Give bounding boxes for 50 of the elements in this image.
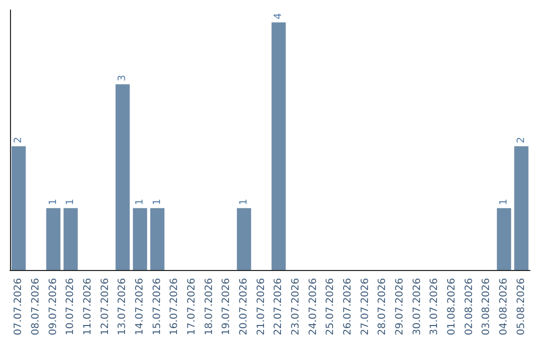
- data-label: 3: [117, 74, 128, 82]
- x-tick-label: 13.07.2026: [117, 278, 128, 336]
- bar: [132, 208, 148, 270]
- x-tick-label: 03.08.2026: [481, 278, 492, 336]
- x-tick-label: 24.07.2026: [308, 278, 319, 336]
- x-tick-label: 15.07.2026: [152, 278, 163, 336]
- data-label: 1: [498, 198, 510, 206]
- bar: [496, 208, 512, 270]
- bar: [116, 84, 130, 270]
- bar: [514, 146, 528, 270]
- data-label: 1: [152, 198, 163, 206]
- x-tick-label: 04.08.2026: [498, 278, 510, 336]
- data-label: 1: [134, 198, 146, 206]
- x-tick-label: 16.07.2026: [169, 278, 180, 336]
- x-tick-label: 25.07.2026: [325, 278, 336, 336]
- x-tick-label: 21.07.2026: [256, 278, 267, 336]
- x-tick-label: 26.07.2026: [342, 278, 354, 336]
- x-tick-label: 22.07.2026: [273, 278, 284, 336]
- x-tick-label: 01.08.2026: [446, 278, 458, 336]
- bar: [272, 22, 286, 270]
- x-tick-label: 17.07.2026: [186, 278, 198, 336]
- x-tick-label: 27.07.2026: [360, 278, 371, 336]
- x-tick-label: 23.07.2026: [290, 278, 302, 336]
- bar: [64, 208, 78, 270]
- x-tick-label: 14.07.2026: [134, 278, 146, 336]
- x-tick-label: 07.07.2026: [13, 278, 24, 336]
- data-label: 2: [13, 136, 24, 144]
- x-tick-label: 10.07.2026: [65, 278, 76, 336]
- x-tick-label: 02.08.2026: [464, 278, 475, 336]
- x-tick-label: 18.07.2026: [204, 278, 215, 336]
- x-tick-label: 30.07.2026: [412, 278, 423, 336]
- x-tick-label: 29.07.2026: [394, 278, 406, 336]
- bar: [236, 208, 252, 270]
- x-tick-label: 31.07.2026: [429, 278, 440, 336]
- x-tick-label: 19.07.2026: [221, 278, 232, 336]
- x-tick-label: 08.07.2026: [30, 278, 42, 336]
- x-tick-label: 28.07.2026: [377, 278, 388, 336]
- data-label: 1: [48, 198, 59, 206]
- x-tick-label: 11.07.2026: [82, 278, 94, 336]
- x-tick-label: 09.07.2026: [48, 278, 59, 336]
- data-label: 1: [65, 198, 76, 206]
- bar: [150, 208, 164, 270]
- bar: [46, 208, 60, 270]
- x-tick-label: 20.07.2026: [238, 278, 250, 336]
- bar: [12, 146, 26, 270]
- data-label: 2: [516, 136, 527, 144]
- data-label: 4: [273, 13, 284, 20]
- data-label: 1: [238, 198, 250, 206]
- x-tick-label: 12.07.2026: [100, 278, 111, 336]
- x-tick-label: 05.08.2026: [516, 278, 527, 336]
